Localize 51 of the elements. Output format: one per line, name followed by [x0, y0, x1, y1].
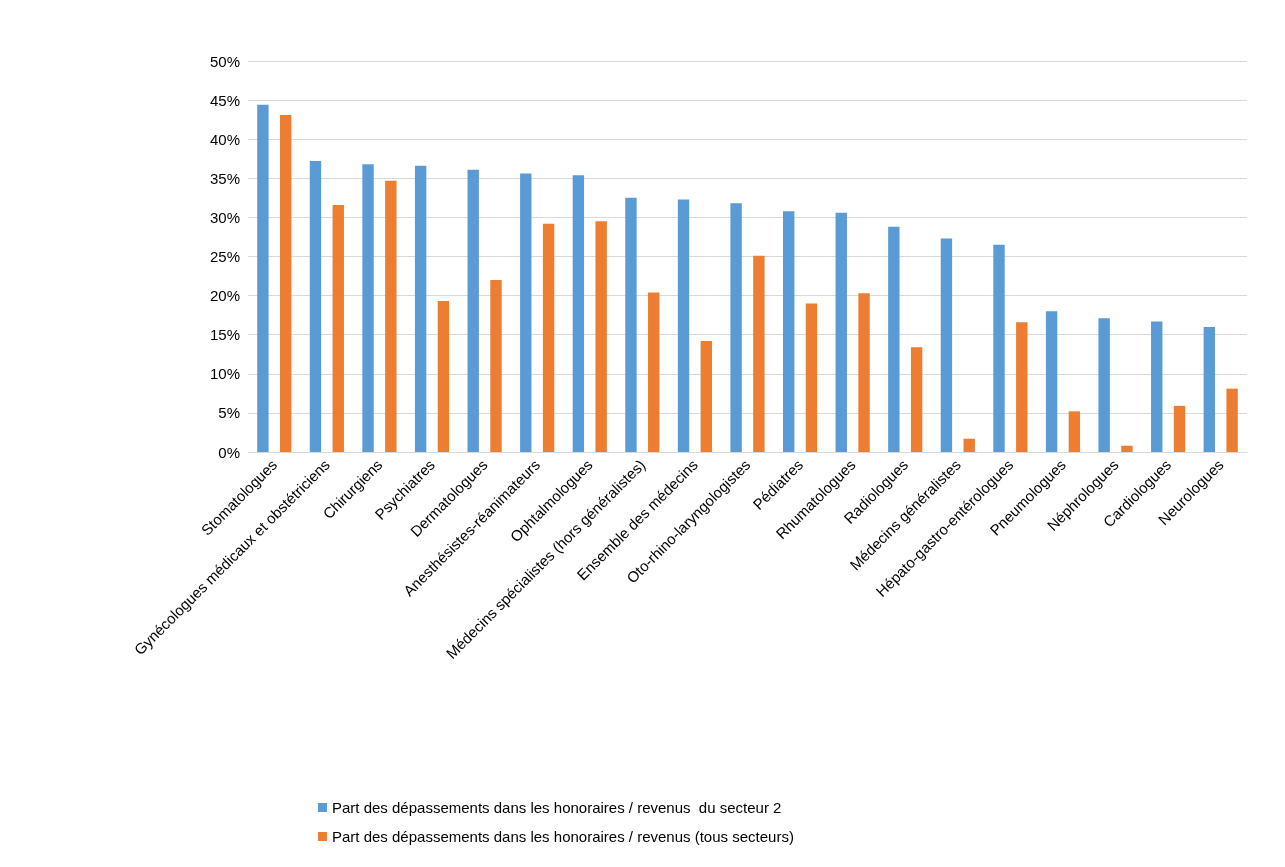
bar [520, 173, 532, 452]
bar [490, 279, 502, 452]
y-tick-label: 35% [209, 169, 240, 187]
bar [1203, 326, 1216, 452]
bar [414, 165, 427, 452]
bar [279, 114, 292, 452]
bar [910, 347, 923, 452]
legend-label: Part des dépassements dans les honoraires / revenus (tous secteurs) [332, 828, 794, 845]
bar [1098, 318, 1110, 452]
bar [805, 303, 818, 452]
bar [362, 164, 374, 452]
bar [437, 301, 450, 452]
bar [677, 199, 690, 452]
bar [1121, 445, 1133, 452]
bar [595, 221, 607, 452]
y-tick-label: 45% [209, 91, 240, 109]
bar [858, 293, 870, 452]
y-tick-label: 20% [209, 287, 240, 305]
bar [940, 238, 953, 452]
bar [648, 292, 660, 452]
bar [385, 180, 397, 452]
bar [963, 438, 975, 452]
bar [753, 255, 765, 452]
bar [1226, 388, 1238, 452]
bar [782, 211, 795, 452]
bar [257, 104, 269, 452]
bar [572, 175, 585, 452]
bar [332, 204, 344, 452]
bar [700, 340, 713, 452]
bar [1151, 321, 1163, 452]
bar [1016, 322, 1028, 452]
bar [467, 169, 479, 452]
bar [1068, 411, 1081, 452]
y-tick-label: 50% [209, 52, 240, 70]
y-tick-label: 15% [209, 326, 240, 344]
y-tick-label: 30% [209, 208, 240, 226]
y-tick-label: 25% [209, 248, 240, 265]
bar [730, 203, 742, 452]
y-tick-label: 40% [209, 130, 240, 148]
bar [542, 223, 555, 452]
bar [309, 161, 322, 452]
bar [835, 212, 847, 452]
bar [993, 244, 1005, 452]
bar [1045, 311, 1058, 452]
bar [1173, 405, 1186, 452]
legend-label: Part des dépassements dans les honoraires / revenus du secteur 2 [332, 799, 782, 816]
y-tick-label: 10% [209, 365, 240, 383]
y-tick-label: 5% [218, 404, 240, 422]
y-tick-label: 0% [218, 443, 240, 461]
bar [625, 197, 637, 452]
bar [888, 226, 900, 452]
